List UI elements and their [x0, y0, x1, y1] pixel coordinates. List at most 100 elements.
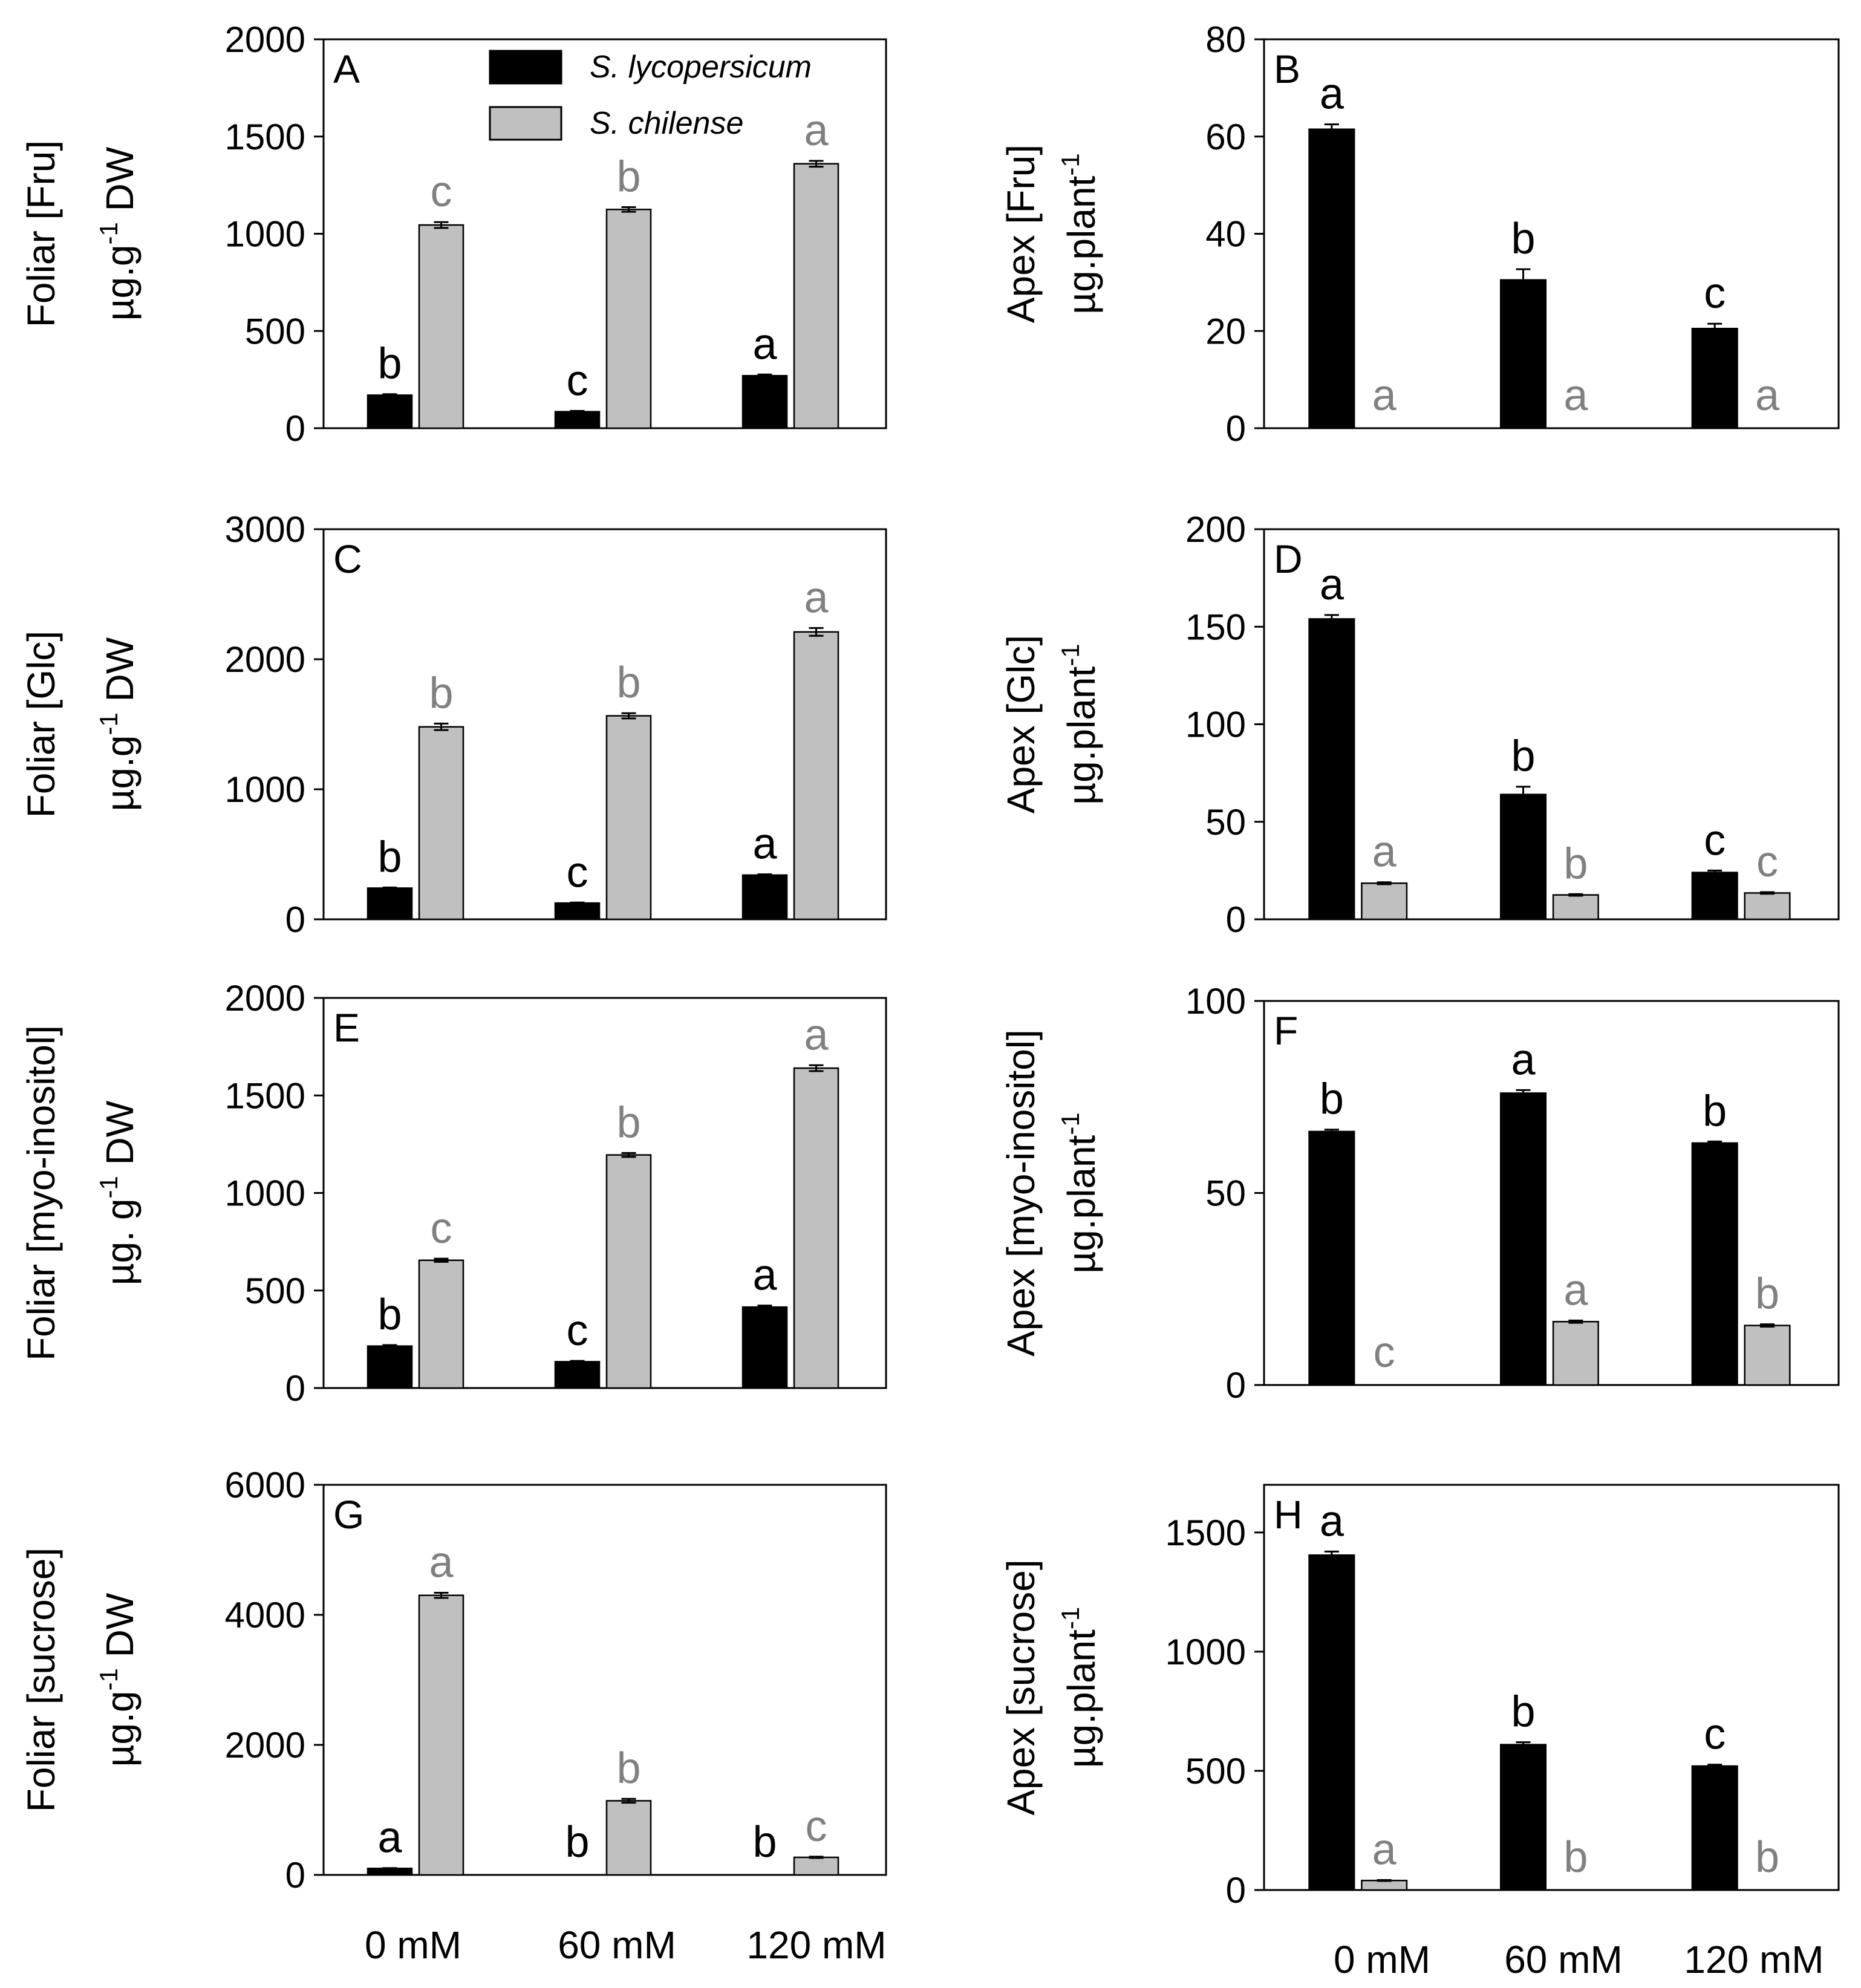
sig-letter-lycopersicum: a: [752, 320, 777, 368]
legend-label-chilense: S. chilense: [590, 106, 743, 141]
sig-letter-chilense: a: [429, 1538, 454, 1586]
bar-lycopersicum: [1308, 1130, 1355, 1386]
bar-chilense: [1552, 1320, 1599, 1386]
bar-lycopersicum: [1499, 794, 1547, 921]
sig-letter-chilense: a: [1563, 1266, 1588, 1314]
x-category-labels-left: 0 mM 60 mM 120 mM: [365, 1923, 887, 1967]
bar-lycopersicum: [1499, 1092, 1547, 1386]
bar-chilense: [605, 1154, 652, 1389]
x-category-label: 120 mM: [746, 1923, 886, 1967]
panel-letter: D: [1274, 536, 1303, 581]
sig-letter-chilense: b: [429, 669, 453, 717]
bar-chilense: [793, 631, 839, 921]
bar-lycopersicum: [554, 902, 601, 921]
sig-letter-chilense: b: [616, 1098, 640, 1147]
y-tick-label: 2000: [225, 978, 305, 1018]
y-axis-label-line2: µg.plant-1: [1056, 644, 1103, 804]
y-axis-label-line1: Foliar [Glc]: [19, 631, 63, 818]
sig-letter-chilense: a: [804, 106, 829, 155]
sig-letter-lycopersicum: b: [377, 1291, 402, 1339]
sig-letter-chilense: a: [1372, 828, 1397, 876]
y-axis-label-line1: Apex [Glc]: [999, 635, 1043, 813]
y-axis-label-line2: µg.g-1 DW: [94, 146, 142, 321]
bar-lycopersicum: [367, 1345, 413, 1389]
sig-letter-chilense: b: [616, 152, 640, 201]
x-category-label: 0 mM: [1334, 1938, 1430, 1981]
sig-letter-lycopersicum: c: [567, 1306, 588, 1355]
bar-chilense: [418, 224, 464, 429]
y-tick-label: 1000: [225, 769, 305, 810]
sig-letter-chilense: b: [1755, 1270, 1779, 1318]
y-tick-label: 50: [1205, 802, 1246, 842]
y-axis-label-line2: µg.plant-1: [1056, 153, 1103, 314]
bar-chilense: [1361, 1879, 1408, 1891]
bar-lycopersicum: [741, 1306, 788, 1389]
sig-letter-lycopersicum: b: [1320, 1075, 1344, 1124]
bar-chilense: [1361, 882, 1408, 921]
x-category-labels-right: 0 mM 60 mM 120 mM: [1334, 1938, 1824, 1981]
y-tick-label: 6000: [225, 1465, 305, 1505]
bar-lycopersicum: [1308, 128, 1355, 429]
sig-letter-lycopersicum: c: [1704, 816, 1726, 864]
legend-swatch-chilense: [489, 106, 562, 141]
y-tick-label: 0: [1226, 408, 1246, 449]
bar-chilense: [1744, 1325, 1791, 1386]
x-category-label: 120 mM: [1684, 1938, 1824, 1981]
bar-lycopersicum: [367, 887, 413, 921]
y-tick-label: 0: [285, 1368, 305, 1409]
y-tick-label: 2000: [225, 639, 305, 680]
y-axis-label-line1: Foliar [sucrose]: [19, 1548, 63, 1812]
y-tick-label: 40: [1205, 214, 1246, 255]
sig-letter-lycopersicum: a: [1320, 70, 1344, 119]
plot-frame: [1263, 1484, 1840, 1891]
panel-letter: E: [333, 1005, 360, 1050]
sig-letter-lycopersicum: a: [1511, 1035, 1536, 1084]
x-category-label: 0 mM: [365, 1923, 461, 1967]
y-axis-label-line2: µg. g-1 DW: [94, 1100, 142, 1285]
sig-letter-lycopersicum: b: [1511, 1688, 1535, 1736]
panel-h: 0 500 1000 1500 H Apex [sucrose] µg.plant-1 a b c…: [999, 1484, 1840, 1911]
plot-frame: [322, 528, 887, 921]
y-tick-label: 60: [1205, 117, 1246, 157]
y-tick-label: 0: [1226, 1870, 1246, 1911]
sig-letter-lycopersicum: b: [377, 833, 402, 881]
bar-chilense: [605, 1800, 652, 1876]
panel-a: 0 500 1000 1500 2000 A Foliar [Fru] µg.g-1 DW b c…: [19, 19, 887, 449]
sig-letter-chilense: b: [1755, 1833, 1779, 1882]
y-tick-label: 0: [285, 408, 305, 449]
bar-chilense: [793, 1067, 839, 1389]
sig-letter-chilense: b: [1563, 1833, 1588, 1882]
panel-letter: G: [333, 1492, 364, 1537]
bar-lycopersicum: [1691, 1142, 1738, 1386]
sig-letter-chilense: a: [804, 573, 829, 622]
sig-letter-lycopersicum: a: [1320, 1497, 1344, 1545]
sig-letter-chilense: c: [431, 168, 452, 216]
y-tick-label: 1500: [225, 1075, 305, 1116]
panel-letter: H: [1274, 1492, 1303, 1537]
bar-lycopersicum: [1691, 327, 1738, 429]
sig-letter-lycopersicum: b: [752, 1818, 777, 1866]
sig-letter-lycopersicum: a: [377, 1814, 402, 1862]
bar-chilense: [1552, 894, 1599, 921]
y-axis-label-line2: µg.g-1 DW: [94, 1592, 142, 1767]
sig-letter-chilense: b: [1563, 839, 1588, 888]
sig-letter-lycopersicum: b: [565, 1818, 589, 1866]
bar-chilense: [1744, 892, 1791, 921]
y-axis-label-line1: Apex [Fru]: [999, 145, 1043, 323]
bar-chilense: [605, 715, 652, 921]
y-tick-label: 3000: [225, 509, 305, 550]
plot-frame: [322, 1484, 887, 1876]
bar-lycopersicum: [554, 1361, 601, 1389]
sig-letter-chilense: c: [1756, 838, 1778, 886]
sig-letter-lycopersicum: a: [752, 820, 777, 869]
legend-label-lycopersicum: S. lycopersicum: [590, 50, 812, 85]
y-tick-label: 0: [1226, 1365, 1246, 1406]
y-tick-label: 500: [1185, 1751, 1246, 1791]
y-tick-label: 2000: [225, 1725, 305, 1765]
legend-swatch-lycopersicum: [489, 50, 562, 85]
y-axis-label-line1: Foliar [Fru]: [19, 140, 63, 327]
sig-letter-chilense: a: [1563, 371, 1588, 420]
x-category-label: 60 mM: [1504, 1938, 1623, 1981]
y-tick-label: 0: [285, 899, 305, 940]
